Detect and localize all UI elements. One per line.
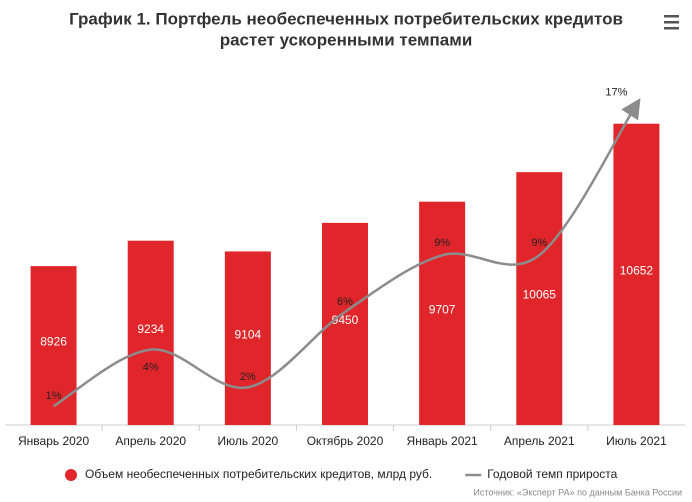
legend-label: Годовой темп прироста <box>487 467 617 481</box>
x-tick-label: Июль 2020 <box>218 434 279 448</box>
x-tick-label: Октябрь 2020 <box>307 434 384 448</box>
line-value-label: 17% <box>605 86 627 98</box>
bar-value-label: 8926 <box>40 335 67 349</box>
x-tick-label: Январь 2021 <box>407 434 478 448</box>
line <box>52 98 641 408</box>
bar <box>30 266 77 425</box>
line-value-label: 2% <box>240 371 256 383</box>
source: Источник: «Эксперт РА» по данным Банка Р… <box>473 487 682 497</box>
bar <box>419 201 466 425</box>
bar <box>613 123 660 426</box>
menu-icon[interactable] <box>664 15 679 30</box>
chart-title: График 1. Портфель необеспеченных потреб… <box>69 9 623 28</box>
bar-value-label: 10065 <box>523 288 557 302</box>
bar <box>127 240 174 425</box>
x-tick-label: Июль 2021 <box>606 434 667 448</box>
x-tick-label: Апрель 2020 <box>115 434 186 448</box>
x-tick-label: Апрель 2021 <box>504 434 575 448</box>
legend-label: Объем необеспеченных потребительских кре… <box>85 467 432 481</box>
line-value-label: 1% <box>46 390 62 402</box>
bar-value-label: 9707 <box>429 303 456 317</box>
legend-swatch <box>65 469 77 481</box>
bar-value-label: 9104 <box>235 327 262 341</box>
chart-subtitle: растет ускоренными темпами <box>220 30 473 49</box>
line-value-label: 6% <box>337 296 353 308</box>
bar-value-label: 10652 <box>620 264 654 278</box>
x-tick-label: Январь 2020 <box>18 434 89 448</box>
bar <box>224 251 271 425</box>
line-value-label: 9% <box>531 237 547 249</box>
line-value-label: 4% <box>143 361 159 373</box>
bar <box>516 172 563 425</box>
line-value-label: 9% <box>434 237 450 249</box>
bar-value-label: 9234 <box>137 322 164 336</box>
